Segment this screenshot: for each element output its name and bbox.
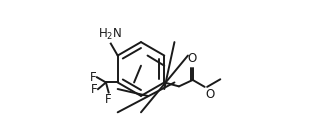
Text: F: F xyxy=(90,71,96,84)
Text: O: O xyxy=(187,52,196,65)
Text: F: F xyxy=(91,83,97,96)
Text: $\mathregular{H_2N}$: $\mathregular{H_2N}$ xyxy=(98,26,122,42)
Text: F: F xyxy=(105,93,112,106)
Text: O: O xyxy=(205,87,214,101)
